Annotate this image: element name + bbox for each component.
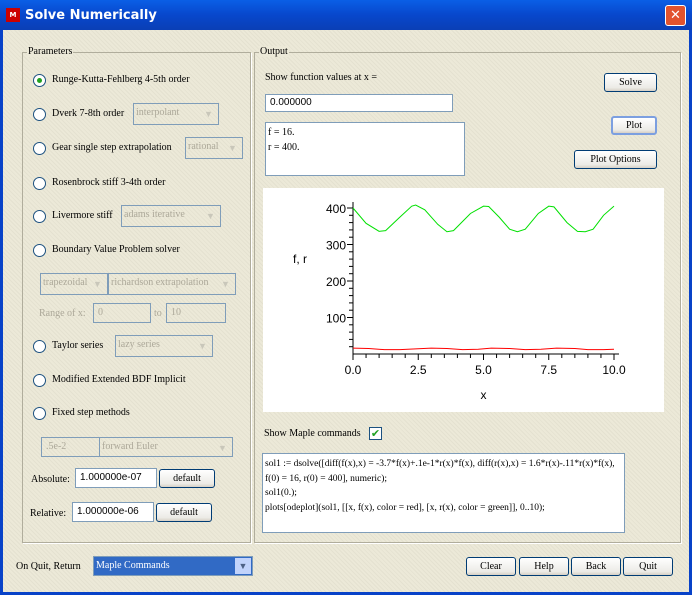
x-tick-label: 10.0 [602, 363, 626, 377]
bvp-extrapolation-value: richardson extrapolation [111, 277, 209, 288]
x-tick-label: 5.0 [475, 363, 492, 377]
window-title: Solve Numerically [25, 8, 157, 23]
close-button[interactable]: ✕ [665, 5, 686, 26]
function-values-output: f = 16. r = 400. [265, 122, 465, 176]
on-quit-select[interactable]: Maple Commands ▼ [93, 556, 253, 576]
absolute-default-button[interactable]: default [159, 469, 215, 488]
chevron-down-icon: ▼ [93, 279, 102, 289]
range-from-input[interactable]: 0 [93, 303, 151, 323]
y-tick-label: 200 [326, 275, 346, 289]
series-line-r [352, 204, 615, 233]
method-radio[interactable] [33, 374, 46, 387]
show-at-label: Show function values at x = [265, 72, 378, 83]
plot-button[interactable]: Plot [611, 116, 657, 135]
absolute-tolerance-input[interactable]: 1.000000e-07 [75, 468, 157, 488]
on-quit-label: On Quit, Return [16, 561, 81, 572]
fixed-method-select[interactable]: forward Euler ▼ [99, 437, 233, 457]
show-maple-label: Show Maple commands [264, 428, 361, 439]
clear-button[interactable]: Clear [466, 557, 516, 576]
method-label: Taylor series [52, 340, 104, 351]
maple-logo-icon: M [6, 8, 20, 22]
chevron-down-icon: ▼ [206, 211, 215, 221]
method-radio[interactable] [33, 74, 46, 87]
method-option-select[interactable]: adams iterative ▼ [121, 205, 221, 227]
plot-options-button[interactable]: Plot Options [574, 150, 657, 169]
on-quit-value: Maple Commands [96, 560, 170, 571]
chevron-down-icon: ▼ [218, 443, 227, 453]
bvp-method-select[interactable]: trapezoidal ▼ [40, 273, 108, 295]
chevron-down-icon: ▼ [204, 109, 213, 119]
x-tick-label: 7.5 [540, 363, 557, 377]
absolute-label: Absolute: [31, 474, 70, 485]
relative-default-button[interactable]: default [156, 503, 212, 522]
method-option-value: rational [188, 141, 219, 152]
y-tick-label: 400 [326, 202, 346, 216]
chevron-down-icon: ▼ [198, 341, 207, 351]
series-line-f [352, 347, 615, 351]
range-to-label: to [154, 308, 162, 319]
fixed-step-input[interactable]: .5e-2 [41, 437, 100, 457]
method-option-value: interpolant [136, 107, 180, 118]
show-maple-checkbox[interactable]: ✔ [369, 427, 382, 440]
method-radio[interactable] [33, 108, 46, 121]
output-legend: Output [259, 46, 289, 57]
ode-plot: 0.0 2.5 5.0 7.5 10.0 100 200 300 400 x f, r [263, 188, 664, 412]
range-to-input[interactable]: 10 [166, 303, 226, 323]
output-group: Output [254, 46, 681, 543]
method-label: Fixed step methods [52, 407, 130, 418]
y-tick-label: 300 [326, 239, 346, 253]
y-axis-label: f, r [293, 252, 307, 266]
method-option-select[interactable]: rational ▼ [185, 137, 243, 159]
help-button[interactable]: Help [519, 557, 569, 576]
parameters-group: Parameters [22, 46, 251, 543]
relative-tolerance-input[interactable]: 1.000000e-06 [72, 502, 154, 522]
method-radio[interactable] [33, 210, 46, 223]
method-option-select[interactable]: lazy series ▼ [115, 335, 213, 357]
method-radio[interactable] [33, 407, 46, 420]
method-option-value: adams iterative [124, 209, 185, 220]
x-tick-label: 0.0 [345, 363, 362, 377]
chevron-down-icon[interactable]: ▼ [235, 558, 251, 574]
method-label: Dverk 7-8th order [52, 108, 125, 119]
method-radio[interactable] [33, 244, 46, 257]
solve-button[interactable]: Solve [604, 73, 657, 92]
method-label: Modified Extended BDF Implicit [52, 374, 186, 385]
chevron-down-icon: ▼ [221, 279, 230, 289]
x-value-input[interactable]: 0.000000 [265, 94, 453, 112]
method-option-value: lazy series [118, 339, 160, 350]
x-axis-label: x [481, 388, 487, 402]
method-label: Rosenbrock stiff 3-4th order [52, 177, 166, 188]
method-option-select[interactable]: interpolant ▼ [133, 103, 219, 125]
relative-label: Relative: [30, 508, 67, 519]
method-label: Runge-Kutta-Fehlberg 4-5th order [52, 74, 190, 85]
x-tick-label: 2.5 [410, 363, 427, 377]
method-label: Gear single step extrapolation [52, 142, 172, 153]
method-radio[interactable] [33, 340, 46, 353]
quit-button[interactable]: Quit [623, 557, 673, 576]
back-button[interactable]: Back [571, 557, 621, 576]
maple-commands-text: sol1 := dsolve([diff(f(x),x) = -3.7*f(x)… [262, 453, 625, 533]
method-radio[interactable] [33, 142, 46, 155]
parameters-legend: Parameters [27, 46, 74, 57]
title-bar: M Solve Numerically ✕ [0, 0, 692, 30]
y-tick-label: 100 [326, 312, 346, 326]
bvp-method-value: trapezoidal [43, 277, 88, 288]
bvp-extrapolation-select[interactable]: richardson extrapolation ▼ [108, 273, 236, 295]
method-label: Boundary Value Problem solver [52, 244, 180, 255]
method-label: Livermore stiff [52, 210, 113, 221]
method-radio[interactable] [33, 177, 46, 190]
chevron-down-icon: ▼ [228, 143, 237, 153]
range-label: Range of x: [39, 308, 86, 319]
fixed-method-value: forward Euler [102, 441, 158, 452]
